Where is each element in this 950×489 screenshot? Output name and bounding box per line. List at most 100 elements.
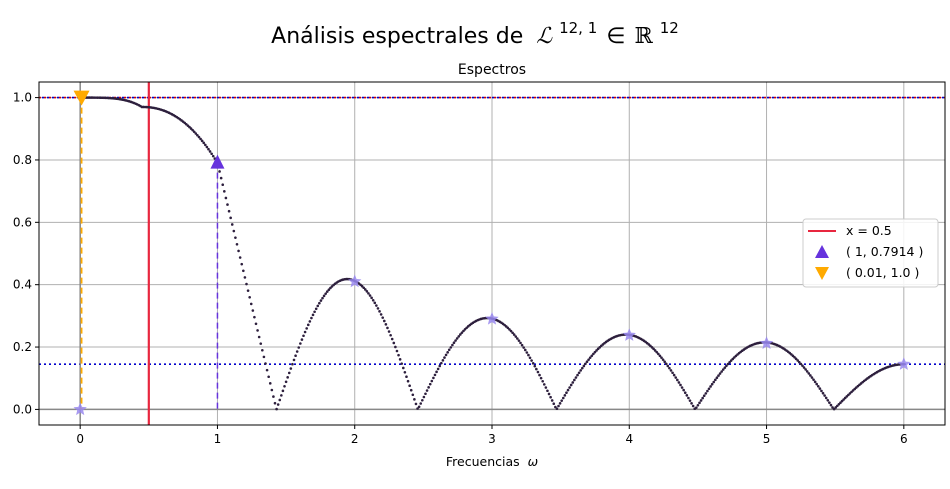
spectrum-point bbox=[685, 394, 689, 397]
spectrum-point bbox=[321, 296, 324, 300]
spectrum-point bbox=[370, 296, 373, 300]
spectrum-point bbox=[289, 367, 293, 370]
spectrum-point bbox=[701, 396, 704, 400]
spectrum-point bbox=[291, 362, 294, 366]
y-tick-label-0: 0.0 bbox=[13, 402, 32, 416]
spectrum-point bbox=[821, 391, 825, 395]
spectrum-point bbox=[661, 358, 665, 361]
spectrum-point bbox=[541, 379, 544, 383]
spectrum-point bbox=[802, 366, 806, 369]
spectrum-point bbox=[272, 395, 275, 398]
spectrum-point bbox=[373, 301, 377, 305]
spectrum-point bbox=[539, 376, 543, 380]
spectrum-point bbox=[286, 376, 289, 379]
spectrum-point bbox=[378, 310, 381, 313]
spectrum-point bbox=[660, 356, 663, 359]
spectrum-point bbox=[527, 353, 530, 357]
spectrum-point bbox=[292, 358, 296, 362]
spectrum-point bbox=[460, 331, 464, 334]
spectrum-point bbox=[842, 398, 845, 401]
spectrum-point bbox=[843, 396, 847, 400]
spectrum-point bbox=[390, 337, 394, 341]
spectrum-point bbox=[560, 399, 563, 402]
spectrum-point bbox=[414, 402, 418, 406]
spectrum-point bbox=[327, 288, 331, 292]
x-axis-label: Frecuencias ω bbox=[446, 454, 538, 469]
spectrum-point bbox=[219, 176, 223, 180]
spectrum-point bbox=[256, 329, 259, 332]
spectrum-point bbox=[276, 403, 280, 406]
spectrum-point bbox=[717, 374, 720, 377]
spectrum-point bbox=[223, 190, 226, 193]
legend: x = 0.5 ( 1, 0.7914 ) ( 0.01, 1.0 ) bbox=[802, 218, 939, 288]
spectrum-point bbox=[714, 378, 717, 382]
spectrum-point bbox=[192, 130, 196, 134]
spectrum-point bbox=[238, 256, 242, 259]
spectrum-point bbox=[253, 315, 256, 319]
spectrum-point bbox=[443, 356, 446, 359]
spectrum-point bbox=[561, 396, 565, 400]
spectrum-point bbox=[287, 371, 291, 375]
spectrum-point bbox=[728, 360, 731, 364]
spectrum-point bbox=[208, 150, 212, 153]
x-tick-label-6: 6 bbox=[900, 432, 908, 446]
spectrum-point bbox=[405, 375, 408, 379]
spectrum-point bbox=[522, 346, 525, 349]
spectrum-point bbox=[245, 282, 248, 286]
spectrum-point bbox=[409, 388, 413, 392]
spectrum-point bbox=[207, 147, 210, 151]
spectrum-point bbox=[725, 364, 728, 368]
suptitle-operator-sup: 12, 1 bbox=[559, 19, 597, 37]
spectrum-point bbox=[726, 362, 730, 366]
spectrum-point bbox=[200, 139, 204, 143]
x-tick-label-5: 5 bbox=[763, 432, 771, 446]
spectrum-point bbox=[702, 394, 706, 398]
spectrum-point bbox=[267, 375, 270, 379]
spectrum-point bbox=[695, 406, 698, 409]
spectrum-point bbox=[669, 369, 673, 372]
spectrum-point bbox=[832, 407, 836, 411]
spectrum-point bbox=[444, 353, 448, 357]
spectrum-point bbox=[387, 330, 391, 333]
spectrum-point bbox=[828, 401, 831, 404]
spectrum-point bbox=[446, 351, 449, 354]
spectrum-point bbox=[273, 401, 277, 405]
spectrum-point bbox=[566, 388, 570, 392]
spectrum-point bbox=[395, 349, 399, 353]
spectrum-point bbox=[300, 338, 304, 341]
spectrum-point bbox=[590, 354, 594, 358]
spectrum-point bbox=[519, 341, 522, 345]
spectrum-point bbox=[816, 385, 820, 388]
spectrum-point bbox=[691, 404, 695, 408]
spectrum-point bbox=[680, 386, 684, 389]
spectrum-point bbox=[249, 302, 253, 306]
spectrum-point bbox=[457, 335, 461, 338]
y-tick-label-4: 0.8 bbox=[13, 153, 32, 167]
spectrum-point bbox=[283, 384, 286, 388]
spectrum-point bbox=[398, 358, 402, 361]
spectrum-point bbox=[520, 343, 524, 347]
spectrum-point bbox=[246, 289, 250, 292]
spectrum-point bbox=[329, 286, 332, 290]
spectrum-point bbox=[299, 342, 302, 345]
spectrum-point bbox=[523, 348, 527, 352]
spectrum-point bbox=[652, 347, 655, 351]
reference-lines bbox=[39, 82, 945, 425]
spectrum-point bbox=[535, 367, 538, 371]
spectrum-point bbox=[224, 196, 228, 200]
spectrum-point bbox=[421, 398, 424, 402]
spectrum-point bbox=[451, 343, 454, 347]
spectrum-point bbox=[810, 376, 814, 379]
spectrum-point bbox=[305, 327, 308, 330]
spectrum-point bbox=[227, 209, 231, 213]
spectrum-point bbox=[799, 362, 803, 366]
spectrum-point bbox=[568, 386, 571, 389]
spectrum-point bbox=[582, 364, 586, 368]
spectrum-point bbox=[189, 127, 193, 130]
spectrum-point bbox=[707, 387, 711, 391]
suptitle-space-sup: 12 bbox=[660, 19, 679, 37]
spectrum-point bbox=[704, 392, 708, 395]
star-marker-1 bbox=[348, 274, 362, 288]
spectrum-point bbox=[310, 316, 313, 320]
spectrum-point bbox=[528, 356, 532, 360]
